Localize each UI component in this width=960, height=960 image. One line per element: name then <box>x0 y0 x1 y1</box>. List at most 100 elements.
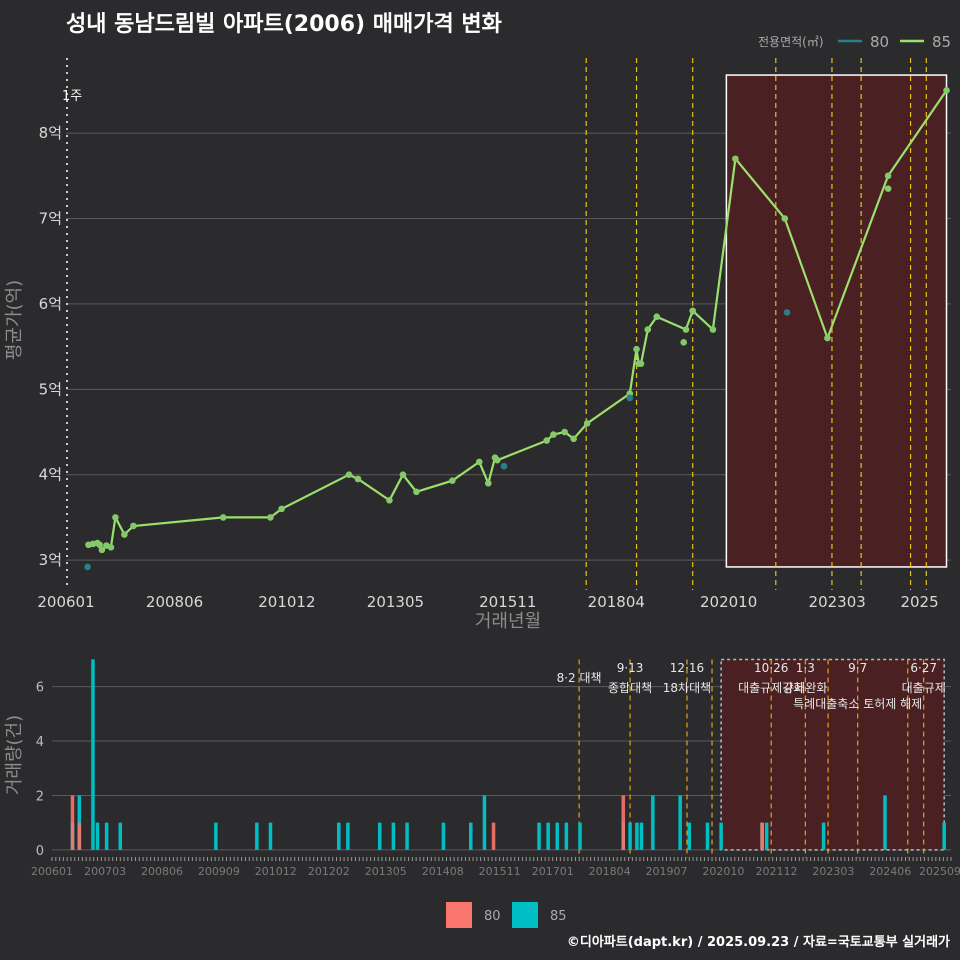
bar-80 <box>491 822 496 850</box>
series-85-point <box>550 431 557 438</box>
series-85-point <box>278 505 285 513</box>
series-85-point <box>583 420 591 427</box>
x-tick-label: 201701 <box>532 865 574 878</box>
series-85-point <box>219 514 227 521</box>
legend-label-85: 85 <box>550 909 567 924</box>
series-85-point <box>345 471 353 479</box>
y-tick-label: 4억 <box>39 466 62 484</box>
event-date-label: 1·3 <box>796 661 815 675</box>
bar-85 <box>346 822 350 850</box>
series-85-point <box>682 326 690 333</box>
series-85-point <box>680 339 688 346</box>
x-tick-label: 200703 <box>84 865 126 878</box>
event-label: 특례대출축소 토허제 해제 <box>793 697 922 711</box>
bar-85 <box>687 822 692 850</box>
y-tick-label: 2 <box>36 789 44 804</box>
x-tick-label: 201804 <box>588 593 645 611</box>
event-date-label: 12·16 <box>670 661 704 675</box>
event-label: 8·2 대책 <box>557 670 602 685</box>
bar-85 <box>441 822 446 850</box>
series-85-point <box>653 313 661 321</box>
x-tick-label: 202509 <box>919 865 960 878</box>
bar-85 <box>678 795 682 850</box>
bar-85 <box>546 822 550 850</box>
bar-85 <box>635 822 639 850</box>
series-85-point <box>644 326 652 333</box>
series-80-point <box>500 462 508 470</box>
bar-85 <box>537 822 541 850</box>
series-85-point <box>399 471 407 479</box>
series-85-point <box>121 531 128 538</box>
x-tick-label: 202010 <box>700 593 757 611</box>
event-label: 대출규제강화 <box>738 681 804 695</box>
bar-85 <box>469 822 473 850</box>
x-tick-label: 202112 <box>756 865 798 878</box>
x-tick-label: 201012 <box>258 593 315 611</box>
x-tick-label: 201511 <box>479 865 521 878</box>
y-tick-label: 6 <box>36 681 44 696</box>
x-tick-label: 200909 <box>198 865 240 878</box>
series-85-point <box>689 307 696 315</box>
series-85-point <box>484 479 492 487</box>
series-85-point <box>107 544 115 551</box>
y-tick-label: 7억 <box>39 210 62 228</box>
x-tick-label: 200601 <box>31 865 73 878</box>
legend-title: 전용면적(㎡) <box>758 35 824 49</box>
bar-85 <box>651 795 655 850</box>
series-85-point <box>98 546 106 554</box>
bar-85 <box>104 822 109 850</box>
bar-80 <box>621 795 626 850</box>
x-tick-label: 201511 <box>479 593 536 611</box>
bar-85 <box>482 795 487 850</box>
legend-swatch-80 <box>446 902 472 928</box>
series-85-point <box>130 522 137 530</box>
bar-85 <box>405 822 409 850</box>
series-80-point <box>84 563 91 571</box>
y-tick-label: 8억 <box>39 124 62 142</box>
bar-80 <box>77 822 82 850</box>
x-tick-label: 202010 <box>702 865 744 878</box>
x-tick-label: 201408 <box>422 865 464 878</box>
series-85-line <box>88 89 948 552</box>
x-tick-label: 202303 <box>812 865 854 878</box>
x-tick-label: 200806 <box>141 865 183 878</box>
bar-85 <box>91 659 95 850</box>
series-85-point <box>824 334 831 342</box>
price-line-chart: 3억 4억 5억 6억 7억 8억 1주 200601 200806 201012 201305 20… <box>4 33 951 632</box>
series-85-point <box>386 497 393 504</box>
series-85-point <box>570 435 577 443</box>
x-tick-label: 201907 <box>646 865 688 878</box>
bar-85 <box>564 822 569 850</box>
bar-85 <box>95 822 100 850</box>
x-axis-label: 거래년월 <box>475 611 541 632</box>
highlight-region <box>720 658 945 851</box>
y-tick-label: 0 <box>36 844 44 859</box>
x-tick-label: 201804 <box>589 865 631 878</box>
series-85-point <box>267 514 274 521</box>
event-date-label: 6·27 <box>910 661 937 675</box>
bar-85 <box>118 822 123 850</box>
series-85-point <box>493 456 501 464</box>
x-tick-label: 201305 <box>365 865 407 878</box>
series-85-point <box>543 437 550 444</box>
event-label: 18차대책 <box>663 680 711 695</box>
bar-85 <box>639 822 644 850</box>
legend-label-80: 80 <box>484 909 501 924</box>
x-tick-label: 200806 <box>146 593 203 611</box>
y-tick-label: 3억 <box>39 551 62 569</box>
y-tick-label: 6억 <box>39 295 62 313</box>
y-tick-label: 4 <box>36 735 44 750</box>
source-footer: ©디아파트(dapt.kr) / 2025.09.23 / 자료=국토교통부 실… <box>566 935 950 950</box>
series-85-point <box>413 488 420 496</box>
highlight-region <box>725 74 948 568</box>
event-label: 대출규제 <box>902 681 946 695</box>
bar-85 <box>77 795 82 850</box>
bar-85 <box>628 822 632 850</box>
series-85-point <box>637 360 645 367</box>
bar-85 <box>214 822 218 850</box>
series-85-point <box>732 155 739 163</box>
annotation-label: 1주 <box>62 89 82 104</box>
series-85-point <box>884 172 892 180</box>
bar-85 <box>578 822 582 850</box>
